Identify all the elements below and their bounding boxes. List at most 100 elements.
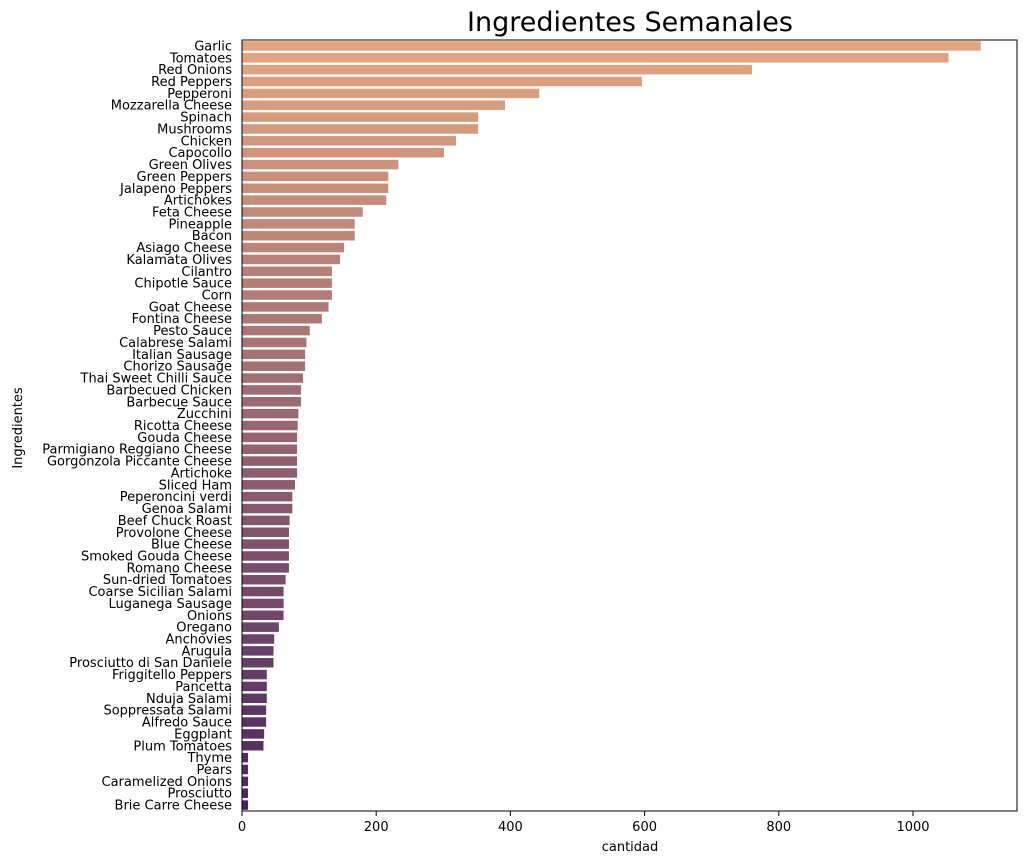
bar bbox=[242, 456, 298, 466]
bar bbox=[242, 788, 249, 798]
category-label: Nduja Salami bbox=[136, 692, 232, 707]
category-label: Provolone Cheese bbox=[116, 526, 232, 541]
bar bbox=[242, 693, 267, 704]
category-label: Barbecue Sauce bbox=[126, 395, 232, 410]
axes-frame bbox=[241, 39, 1018, 812]
category-label: Parmigiano Reggiano Cheese bbox=[42, 443, 232, 458]
plot-frame bbox=[241, 39, 1018, 812]
bar bbox=[242, 76, 642, 87]
category-label: Green Peppers bbox=[137, 170, 233, 185]
category-label: Green Olives bbox=[149, 158, 233, 173]
bar bbox=[242, 41, 981, 51]
bar bbox=[242, 717, 267, 727]
category-label: Asiago Cheese bbox=[136, 241, 232, 256]
bar bbox=[242, 432, 298, 443]
category-label: Luganega Sausage bbox=[108, 597, 232, 612]
bar bbox=[242, 100, 506, 110]
bar bbox=[242, 112, 479, 122]
category-label: Pancetta bbox=[175, 680, 232, 695]
bar bbox=[242, 646, 274, 656]
bar bbox=[242, 729, 265, 739]
bar bbox=[242, 88, 540, 99]
x-tick-label: 1000 bbox=[896, 820, 929, 835]
category-label: Italian Sausage bbox=[132, 348, 232, 363]
bar bbox=[242, 681, 267, 692]
bar bbox=[242, 741, 264, 751]
bar bbox=[242, 136, 457, 146]
category-label: Barbecued Chicken bbox=[106, 383, 232, 398]
category-label: Brie Carre Cheese bbox=[115, 799, 232, 814]
bar bbox=[242, 527, 289, 537]
bar bbox=[242, 242, 344, 253]
category-label: Alfredo Sauce bbox=[142, 716, 232, 731]
x-axis-ticks: 0 200 400 600 800 1000 bbox=[238, 811, 930, 835]
bar bbox=[242, 349, 306, 360]
category-label: Red Peppers bbox=[151, 75, 232, 90]
category-label: Mozzarella Cheese bbox=[111, 99, 232, 114]
bar bbox=[242, 207, 363, 217]
bar bbox=[242, 124, 479, 134]
x-tick-label: 600 bbox=[632, 820, 657, 835]
x-axis-label: cantidad bbox=[602, 840, 659, 855]
bar bbox=[242, 444, 298, 454]
bar bbox=[242, 480, 296, 490]
category-label: Blue Cheese bbox=[151, 538, 232, 553]
category-label: Garlic bbox=[194, 39, 232, 54]
bar bbox=[242, 337, 307, 348]
bar bbox=[242, 230, 355, 241]
category-label: Cilantro bbox=[181, 265, 232, 280]
category-label: Beef Chuck Roast bbox=[118, 514, 232, 529]
bar bbox=[242, 64, 752, 75]
bar bbox=[242, 586, 284, 597]
bar bbox=[242, 397, 302, 407]
category-label: Pepperoni bbox=[167, 87, 232, 102]
bar bbox=[242, 491, 293, 502]
bar bbox=[242, 159, 399, 170]
category-label: Bacon bbox=[192, 229, 232, 244]
bar bbox=[242, 574, 286, 585]
category-label: Smoked Gouda Cheese bbox=[81, 549, 232, 564]
category-label: Kalamata Olives bbox=[126, 253, 232, 268]
category-label: Gorgonzola Piccante Cheese bbox=[47, 455, 232, 470]
bar bbox=[242, 776, 249, 787]
category-label: Tomatoes bbox=[169, 51, 232, 66]
category-label: Sliced Ham bbox=[159, 478, 232, 493]
category-label: Romano Cheese bbox=[127, 561, 232, 576]
category-label: Spinach bbox=[180, 111, 232, 126]
bar bbox=[242, 278, 332, 288]
category-label: Caramelized Onions bbox=[102, 775, 233, 790]
category-label: Capocollo bbox=[168, 146, 232, 161]
bar bbox=[242, 752, 249, 763]
category-label: Goat Cheese bbox=[149, 300, 232, 315]
bar bbox=[242, 408, 299, 419]
bar bbox=[242, 373, 304, 383]
category-label: Pineapple bbox=[169, 217, 232, 232]
bars-layer bbox=[242, 41, 981, 810]
category-label: Arugula bbox=[181, 644, 232, 659]
category-label: Calabrese Salami bbox=[119, 336, 232, 351]
category-label: Red Onions bbox=[158, 63, 232, 78]
bar bbox=[242, 385, 302, 395]
bar bbox=[242, 539, 289, 549]
category-label: Thyme bbox=[186, 751, 232, 766]
category-label: Corn bbox=[202, 289, 232, 304]
bar bbox=[242, 764, 249, 775]
x-tick-label: 200 bbox=[364, 820, 389, 835]
category-label: Genoa Salami bbox=[142, 502, 232, 517]
category-label: Soppressata Salami bbox=[103, 704, 232, 719]
bar bbox=[242, 361, 306, 371]
category-label: Artichokes bbox=[164, 194, 232, 209]
bar bbox=[242, 254, 340, 265]
category-label: Fontina Cheese bbox=[132, 312, 232, 327]
category-label: Anchovies bbox=[165, 633, 232, 648]
category-label: Sun-dried Tomatoes bbox=[103, 573, 232, 588]
category-label: Feta Cheese bbox=[152, 205, 232, 220]
bar bbox=[242, 147, 444, 158]
chart-title: Ingredientes Semanales bbox=[467, 7, 793, 38]
category-label: Pesto Sauce bbox=[153, 324, 232, 339]
category-label: Plum Tomatoes bbox=[133, 739, 232, 754]
bar bbox=[242, 266, 332, 277]
